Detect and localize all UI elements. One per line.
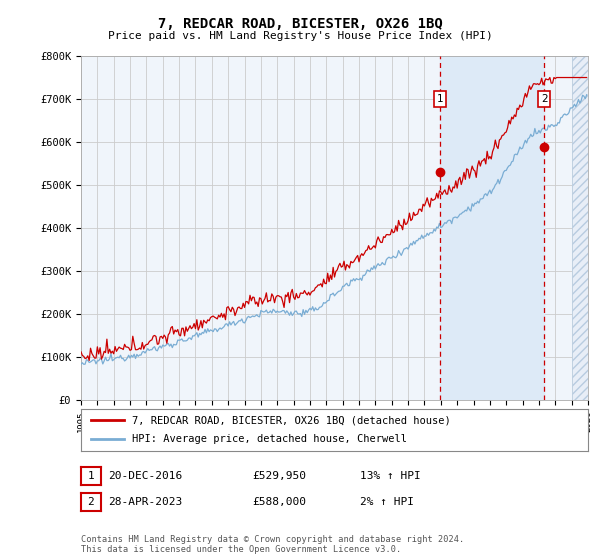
- Text: 7, REDCAR ROAD, BICESTER, OX26 1BQ: 7, REDCAR ROAD, BICESTER, OX26 1BQ: [158, 17, 442, 31]
- Text: £529,950: £529,950: [252, 471, 306, 481]
- Text: Contains HM Land Registry data © Crown copyright and database right 2024.
This d: Contains HM Land Registry data © Crown c…: [81, 535, 464, 554]
- Bar: [440, 56, 544, 400]
- Text: HPI: Average price, detached house, Cherwell: HPI: Average price, detached house, Cher…: [132, 435, 407, 445]
- Text: £588,000: £588,000: [252, 497, 306, 507]
- Text: 20-DEC-2016: 20-DEC-2016: [108, 471, 182, 481]
- Text: 1: 1: [437, 94, 443, 104]
- Text: 2: 2: [541, 94, 548, 104]
- Text: 28-APR-2023: 28-APR-2023: [108, 497, 182, 507]
- Bar: [572, 56, 600, 400]
- Text: 13% ↑ HPI: 13% ↑ HPI: [360, 471, 421, 481]
- Text: 2% ↑ HPI: 2% ↑ HPI: [360, 497, 414, 507]
- Text: Price paid vs. HM Land Registry's House Price Index (HPI): Price paid vs. HM Land Registry's House …: [107, 31, 493, 41]
- Text: 2: 2: [88, 497, 94, 507]
- Text: 1: 1: [88, 471, 94, 481]
- Text: 7, REDCAR ROAD, BICESTER, OX26 1BQ (detached house): 7, REDCAR ROAD, BICESTER, OX26 1BQ (deta…: [132, 415, 451, 425]
